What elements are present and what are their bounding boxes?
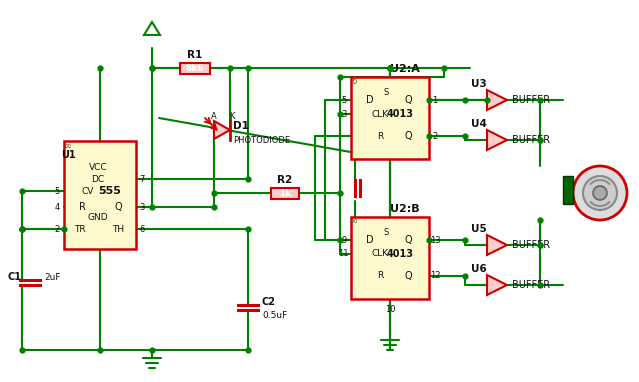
- Bar: [563, 176, 573, 204]
- Text: BUFFER: BUFFER: [512, 280, 550, 290]
- Text: 2: 2: [433, 131, 438, 141]
- Text: TR: TR: [74, 225, 86, 233]
- Text: BUFFER: BUFFER: [512, 95, 550, 105]
- Text: 10: 10: [385, 304, 396, 314]
- Polygon shape: [487, 90, 507, 110]
- Text: 1: 1: [433, 96, 438, 105]
- Text: S: S: [383, 87, 389, 97]
- Text: 6: 6: [351, 76, 357, 86]
- FancyBboxPatch shape: [351, 77, 429, 159]
- Text: D1: D1: [233, 121, 249, 131]
- Text: C1: C1: [7, 272, 21, 282]
- FancyBboxPatch shape: [64, 141, 136, 249]
- Bar: [180, 63, 210, 73]
- Text: Q̄: Q̄: [404, 271, 412, 281]
- Text: 8k6: 8k6: [186, 63, 204, 73]
- Text: 4013: 4013: [387, 249, 413, 259]
- Text: 12: 12: [430, 272, 440, 280]
- Text: 11: 11: [338, 249, 348, 259]
- Text: CV: CV: [82, 186, 94, 196]
- Text: D: D: [366, 235, 374, 245]
- Text: CLK: CLK: [371, 249, 389, 259]
- Text: U3: U3: [471, 79, 487, 89]
- Text: VCC: VCC: [89, 162, 107, 172]
- Text: PHOTODIODE: PHOTODIODE: [233, 136, 290, 144]
- Text: 6: 6: [139, 225, 144, 233]
- Text: 4: 4: [54, 202, 59, 212]
- Text: Q̄: Q̄: [404, 131, 412, 141]
- Polygon shape: [487, 275, 507, 295]
- Text: DC: DC: [91, 175, 105, 183]
- Text: 2: 2: [54, 225, 59, 233]
- Circle shape: [583, 176, 617, 210]
- Text: BUFFER: BUFFER: [512, 240, 550, 250]
- Text: CLK: CLK: [371, 110, 389, 118]
- Text: S: S: [383, 228, 389, 236]
- FancyBboxPatch shape: [351, 217, 429, 299]
- Text: 3: 3: [139, 202, 144, 212]
- Text: U1: U1: [61, 150, 75, 160]
- Text: A: A: [211, 112, 217, 120]
- Text: Q: Q: [114, 202, 122, 212]
- Text: 5: 5: [54, 186, 59, 196]
- Polygon shape: [487, 235, 507, 255]
- Text: U6: U6: [471, 264, 487, 274]
- Text: U5: U5: [471, 224, 487, 234]
- Circle shape: [593, 186, 607, 200]
- Text: 2uF: 2uF: [44, 272, 61, 282]
- Text: 4013: 4013: [387, 109, 413, 119]
- Circle shape: [573, 166, 627, 220]
- Text: K: K: [229, 112, 235, 120]
- Text: R2: R2: [277, 175, 293, 185]
- Text: R: R: [377, 131, 383, 141]
- Text: R1: R1: [187, 50, 203, 60]
- Text: 5: 5: [341, 96, 346, 105]
- Text: Q: Q: [404, 235, 412, 245]
- Text: U2:A: U2:A: [390, 64, 420, 74]
- Text: 3: 3: [341, 110, 347, 118]
- Text: C2: C2: [262, 297, 276, 307]
- Text: ∞: ∞: [350, 216, 358, 226]
- Text: 555: 555: [98, 186, 121, 196]
- Text: U2:B: U2:B: [390, 204, 420, 214]
- Text: 7: 7: [139, 175, 144, 183]
- Text: ∞: ∞: [64, 141, 72, 151]
- Text: TH: TH: [112, 225, 124, 233]
- Text: R: R: [79, 202, 86, 212]
- Text: Q: Q: [404, 95, 412, 105]
- Text: 0.5uF: 0.5uF: [262, 311, 288, 319]
- Text: D: D: [366, 95, 374, 105]
- Text: U4: U4: [471, 119, 487, 129]
- Bar: [271, 188, 299, 199]
- Text: 9: 9: [341, 235, 346, 244]
- Text: R: R: [377, 272, 383, 280]
- Text: 13: 13: [429, 235, 440, 244]
- Text: 1k: 1k: [279, 188, 291, 197]
- Text: BUFFER: BUFFER: [512, 135, 550, 145]
- Polygon shape: [214, 121, 230, 139]
- Text: GND: GND: [88, 212, 109, 222]
- Polygon shape: [487, 130, 507, 150]
